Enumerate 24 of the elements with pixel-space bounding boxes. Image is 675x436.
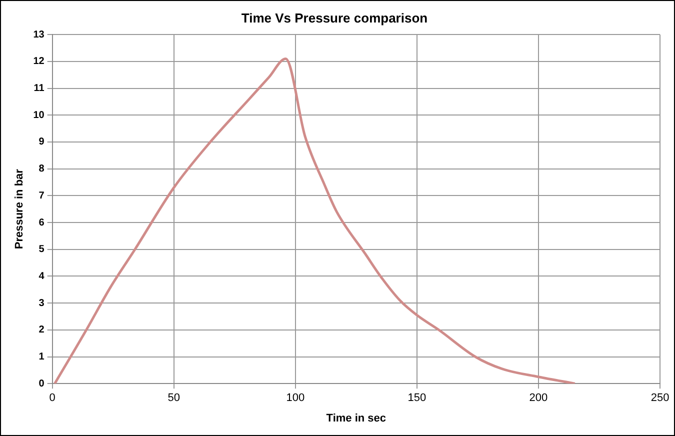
- x-tick-label: 0: [49, 392, 56, 404]
- y-tick-label: 6: [38, 217, 45, 228]
- y-tick-label: 4: [38, 270, 45, 282]
- y-tick-label: 13: [33, 29, 45, 40]
- y-tick-label: 12: [33, 56, 45, 68]
- line-series: [54, 58, 576, 384]
- y-tick-label: 5: [38, 244, 45, 256]
- x-tick-label: 250: [650, 392, 670, 404]
- x-tick-label: 150: [408, 392, 426, 404]
- y-tick-label: 0: [38, 378, 45, 390]
- y-tick-label: 3: [38, 298, 45, 309]
- x-tick-label: 100: [286, 392, 305, 404]
- y-tick-label: 9: [38, 136, 45, 148]
- x-tick-label: 200: [529, 392, 548, 404]
- x-axis-title: Time in sec: [326, 412, 386, 424]
- x-tick-label: 50: [168, 392, 180, 404]
- y-tick-label: 11: [34, 83, 45, 94]
- y-tick-label: 1: [38, 352, 45, 363]
- y-tick-label: 7: [38, 190, 45, 202]
- y-tick-label: 2: [38, 324, 45, 336]
- y-axis-title: Pressure in bar: [14, 168, 26, 250]
- chart-title: Time Vs Pressure comparison: [241, 10, 428, 26]
- y-tick-label: 8: [38, 164, 45, 175]
- y-tick-label: 10: [33, 110, 45, 121]
